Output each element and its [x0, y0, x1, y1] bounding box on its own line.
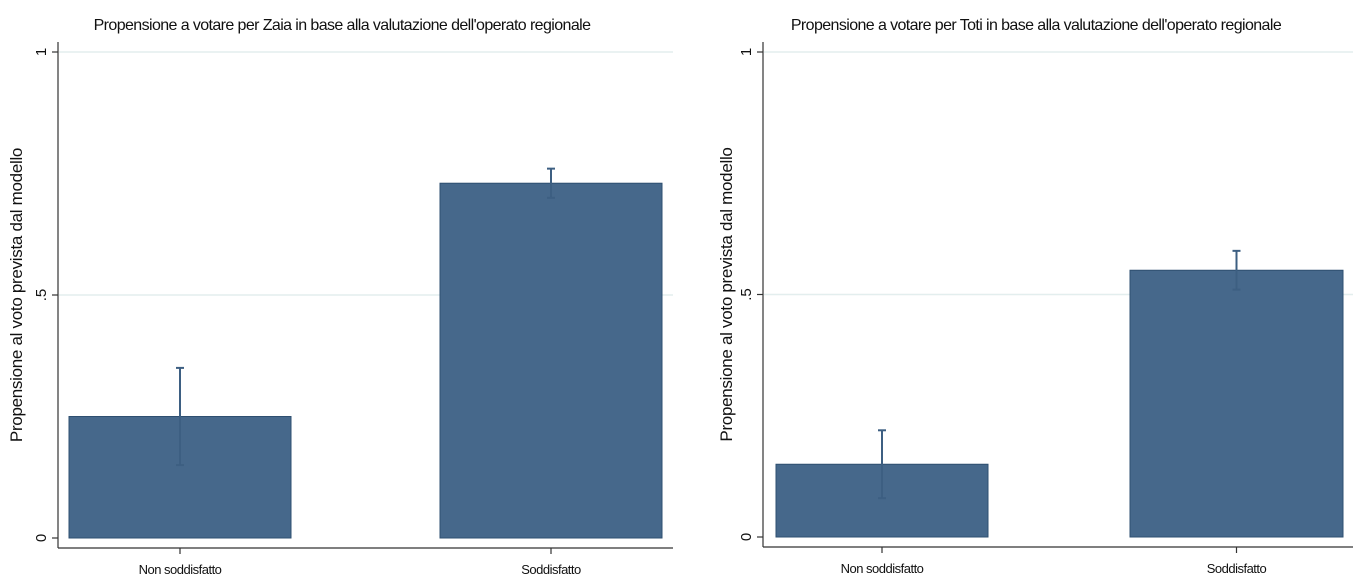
y-tick-label: 0 — [33, 534, 50, 542]
y-axis-label: Propensione al voto prevista dal modello — [717, 147, 736, 441]
x-tick-label: Soddisfatto — [1207, 561, 1267, 576]
y-tick-label: 1 — [33, 48, 50, 56]
bar-soddisfatto — [439, 182, 663, 539]
y-tick-label: .5 — [738, 288, 755, 301]
bar-soddisfatto — [1129, 269, 1344, 538]
y-tick-label: 1 — [738, 48, 755, 56]
y-tick-label: 0 — [738, 533, 755, 541]
y-axis-label: Propensione al voto prevista dal modello — [7, 148, 26, 442]
chart-panel-zaia: Propensione a votare per Zaia in base al… — [7, 17, 673, 577]
x-tick-label: Non soddisfatto — [139, 562, 222, 577]
y-tick-label: .5 — [33, 289, 50, 302]
chart-title: Propensione a votare per Zaia in base al… — [94, 17, 591, 34]
x-tick-label: Non soddisfatto — [841, 561, 924, 576]
x-tick-label: Soddisfatto — [521, 562, 581, 577]
chart-panel-toti: Propensione a votare per Toti in base al… — [717, 17, 1353, 576]
chart-title: Propensione a votare per Toti in base al… — [791, 17, 1282, 34]
